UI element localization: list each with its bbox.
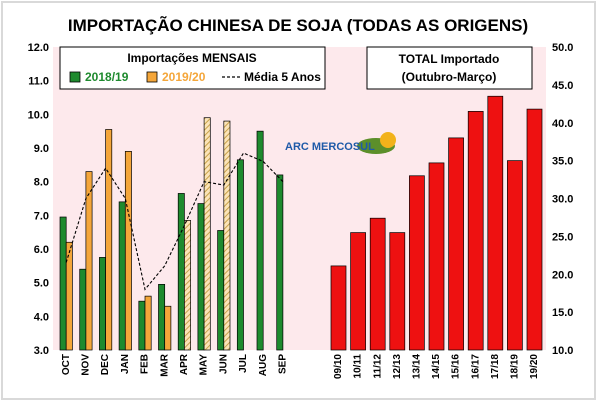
bar-2018-19: [158, 284, 166, 351]
five-year-average-polyline: [65, 152, 284, 291]
bar-total-imported: [369, 217, 386, 351]
x-tick-label-season: 17/18: [490, 354, 501, 379]
bar-2018-19: [59, 216, 67, 351]
monthly-legend: Importações MENSAIS 2018/19 2019/20 Médi…: [59, 46, 326, 90]
left-y-tick-label: 12.0: [28, 42, 49, 54]
legend-label-avg: Média 5 Anos: [244, 70, 321, 84]
bar-total-imported: [467, 111, 484, 351]
legend-title-monthly: Importações MENSAIS: [127, 51, 256, 65]
right-y-tick-label: 15.0: [552, 307, 573, 319]
right-y-tick-label: 50.0: [552, 42, 573, 54]
bar-2019-20-estimate: [223, 120, 231, 351]
x-tick-label-season: 11/12: [372, 354, 383, 379]
right-y-tick-label: 20.0: [552, 269, 573, 281]
x-tick-label-month: MAR: [159, 353, 170, 377]
chart-title: IMPORTAÇÃO CHINESA DE SOJA (TODAS AS ORI…: [68, 15, 528, 35]
bar-total-imported: [487, 95, 504, 351]
bar-2018-19: [177, 193, 185, 351]
monthly-bars: [59, 117, 284, 351]
bar-total-imported: [409, 175, 425, 351]
legend-subtitle-total: (Outubro-Março): [402, 70, 497, 84]
legend-swatch-2018-19: [69, 71, 81, 83]
x-tick-label-month: JUL: [238, 354, 249, 373]
x-tick-label-season: 14/15: [431, 354, 442, 379]
bar-total-imported: [330, 265, 347, 351]
bar-2019-20-estimate: [203, 117, 211, 351]
bar-2019-20: [85, 171, 93, 351]
bar-total-imported: [350, 232, 366, 351]
x-tick-label-month: DEC: [100, 354, 111, 375]
bar-2018-19: [217, 230, 225, 351]
bar-total-imported: [526, 108, 543, 351]
total-bars: [330, 95, 543, 351]
bar-total-imported: [428, 162, 445, 351]
x-tick-label-season: 09/10: [333, 354, 344, 379]
x-tick-label-season: 16/17: [470, 354, 481, 379]
left-y-tick-label: 8.0: [34, 177, 49, 189]
bar-2019-20: [124, 151, 132, 351]
x-tick-label-season: 10/11: [353, 354, 364, 379]
right-y-tick-label: 30.0: [552, 194, 573, 206]
left-y-tick-label: 4.0: [34, 311, 49, 323]
x-tick-label-season: 15/16: [451, 354, 462, 379]
x-tick-label-month: MAY: [199, 354, 210, 376]
right-y-tick-label: 10.0: [552, 345, 573, 357]
right-y-axis: 10.0 15.0 20.0 25.0 30.0 35.0 40.0 45.0 50.0: [552, 42, 573, 357]
x-tick-label-month: OCT: [61, 354, 72, 375]
total-legend: TOTAL Importado (Outubro-Março): [366, 46, 533, 90]
x-tick-label-month: JUN: [218, 354, 229, 374]
bar-2019-20-estimate: [184, 220, 191, 351]
bar-2019-20: [105, 129, 113, 351]
left-y-tick-label: 5.0: [34, 278, 49, 290]
bar-2018-19: [256, 130, 264, 351]
x-tick-label-season: 19/20: [529, 354, 540, 379]
bar-2019-20: [144, 295, 152, 351]
logo-text: ARC MERCOSUL: [285, 141, 375, 153]
bar-2018-19: [99, 257, 106, 351]
five-year-average-line: [65, 152, 284, 291]
x-tick-label-month: AUG: [258, 354, 269, 376]
legend-label-2019-20: 2019/20: [162, 70, 206, 84]
right-y-tick-label: 45.0: [552, 80, 573, 92]
legend-title-total: TOTAL Importado: [399, 52, 500, 66]
arc-mercosul-logo: ARC MERCOSUL: [285, 132, 396, 154]
left-y-tick-label: 11.0: [28, 76, 49, 88]
bar-2018-19: [138, 300, 146, 351]
logo-sun-icon: [380, 132, 396, 148]
x-tick-label-month: FEB: [140, 354, 151, 374]
left-y-tick-label: 10.0: [28, 109, 49, 121]
left-y-tick-label: 6.0: [34, 244, 49, 256]
bar-2018-19: [197, 203, 205, 351]
x-tick-label-month: APR: [179, 353, 190, 375]
bar-2018-19: [236, 159, 244, 351]
left-y-axis: 3.0 4.0 5.0 6.0 7.0 8.0 9.0 10.0 11.0 12.0: [28, 42, 49, 357]
x-tick-label-season: 13/14: [412, 354, 423, 379]
x-tick-label-season: 18/19: [510, 354, 521, 379]
legend-swatch-2019-20: [146, 71, 158, 83]
x-axis-labels: OCT NOV DEC JAN FEB MAR APR MAY JUN JUL AUG SEP 09/1…: [61, 353, 540, 379]
x-tick-label-season: 12/13: [392, 354, 403, 379]
bar-2018-19: [79, 268, 87, 351]
bar-total-imported: [448, 137, 464, 351]
bar-2018-19: [276, 174, 284, 351]
bar-2019-20: [164, 305, 172, 351]
bar-2018-19: [118, 201, 126, 351]
right-y-tick-label: 40.0: [552, 118, 573, 130]
left-y-tick-label: 7.0: [34, 210, 49, 222]
x-tick-label-month: SEP: [278, 354, 289, 374]
left-y-tick-label: 9.0: [34, 143, 49, 155]
x-tick-label-month: JAN: [120, 354, 131, 374]
bar-2019-20: [65, 241, 73, 351]
bar-total-imported: [507, 160, 523, 351]
bar-total-imported: [389, 232, 406, 351]
left-y-tick-label: 3.0: [34, 345, 49, 357]
right-y-tick-label: 25.0: [552, 231, 573, 243]
right-y-tick-label: 35.0: [552, 156, 573, 168]
x-tick-label-month: NOV: [81, 354, 92, 376]
legend-label-2018-19: 2018/19: [85, 70, 129, 84]
